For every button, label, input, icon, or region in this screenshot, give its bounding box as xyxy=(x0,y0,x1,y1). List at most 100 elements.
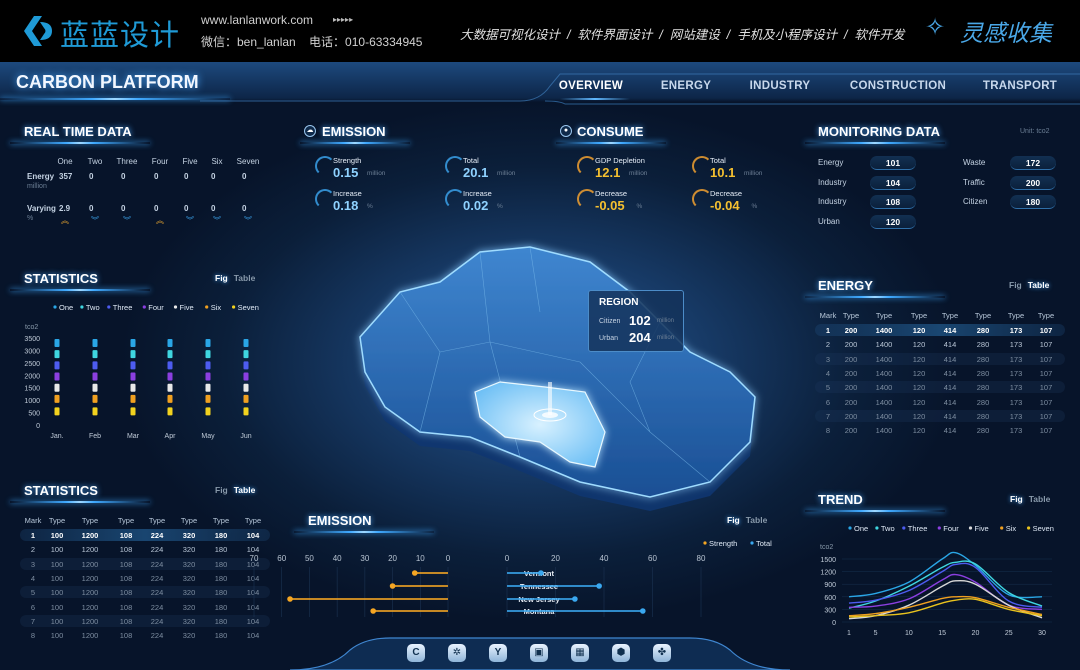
table-cell: 5 xyxy=(825,383,831,393)
monitor-label: Waste xyxy=(963,158,986,167)
clover-icon[interactable]: ✤ xyxy=(653,644,671,662)
y-axis-label: tco2 xyxy=(25,324,38,331)
x-tick-label: Mar xyxy=(127,433,140,440)
table-cell: 1200 xyxy=(81,531,99,540)
y-tick-label: 500 xyxy=(28,411,40,418)
kpi-unit: million xyxy=(497,170,516,177)
table-cell: 104 xyxy=(246,531,260,540)
table-cell: 1400 xyxy=(875,354,893,364)
active-nav-underline xyxy=(560,98,630,100)
table-cell: 1400 xyxy=(875,411,893,421)
legend-label: Seven xyxy=(238,303,259,312)
x-tick-label: Apr xyxy=(165,433,177,440)
bar-segment xyxy=(243,350,249,359)
kpi-value: 0.18 xyxy=(333,198,359,213)
table-cell: 280 xyxy=(976,411,990,421)
row-stripe xyxy=(815,381,1065,394)
table-cell: 120 xyxy=(912,326,926,335)
row-stripe xyxy=(20,557,270,570)
y-circle-icon[interactable]: Y xyxy=(489,644,507,662)
x-tick-label: 5 xyxy=(874,630,878,637)
nav-tab-energy[interactable]: ENERGY xyxy=(660,80,712,92)
bar-segment xyxy=(243,383,249,392)
kpi-value: 10.1 xyxy=(710,165,736,180)
monitor-label: Traffic xyxy=(963,177,985,187)
nav-tab-construction[interactable]: CONSTRUCTION xyxy=(849,80,947,92)
monitor-label: Energy xyxy=(818,158,844,167)
table-cell: 100 xyxy=(50,588,64,598)
table-cell: 108 xyxy=(119,531,133,540)
kpi-label: Increase xyxy=(463,189,492,198)
table-cell: 200 xyxy=(844,368,858,378)
table-cell: 7 xyxy=(30,616,36,626)
table-cell: 224 xyxy=(150,573,164,583)
table-tab[interactable]: Table xyxy=(745,515,768,525)
hexagon-icon[interactable]: ⬢ xyxy=(612,644,630,662)
x-tick-label: 0 xyxy=(446,554,451,563)
nav-tab-industry[interactable]: INDUSTRY xyxy=(749,80,811,92)
nav-tab-transport[interactable]: TRANSPORT xyxy=(982,80,1058,92)
billboard-icon[interactable]: ▦ xyxy=(571,644,589,662)
table-cell: 104 xyxy=(246,602,260,612)
bar-segment xyxy=(205,372,211,381)
arrows-decoration: ▸▸▸▸▸ xyxy=(333,15,354,24)
table-tab[interactable]: Table xyxy=(1028,494,1051,504)
bar-segment xyxy=(205,394,211,403)
table-cell: 200 xyxy=(844,340,858,350)
c-hexagon-icon[interactable]: C xyxy=(407,644,425,662)
varying-row-unit: % xyxy=(27,215,34,222)
statistics-table-title: STATISTICS xyxy=(24,483,98,498)
realtime-col-header: Two xyxy=(87,157,103,166)
fig-tab[interactable]: Fig xyxy=(215,273,228,283)
table-cell: 414 xyxy=(943,340,957,350)
statistics-table-toggle: Fig Table xyxy=(215,485,261,495)
region-map[interactable] xyxy=(330,232,780,522)
table-cell: 320 xyxy=(182,559,196,569)
kpi-unit: % xyxy=(367,203,373,210)
bar-segment xyxy=(54,394,60,403)
nav-tab-overview[interactable]: OVERVIEW xyxy=(558,80,624,92)
table-cell: 104 xyxy=(246,631,260,641)
table-cell: 224 xyxy=(150,545,164,555)
building-icon[interactable]: ▣ xyxy=(530,644,548,662)
table-tab[interactable]: Table xyxy=(233,485,256,495)
varying-value: 0 xyxy=(154,204,159,213)
table-cell: 1200 xyxy=(81,573,99,583)
x-tick-label: 10 xyxy=(905,630,913,637)
branding-bar: 蓝蓝设计 www.lanlanwork.com ▸▸▸▸▸ 微信：ben_lan… xyxy=(0,0,1080,62)
fig-tab[interactable]: Fig xyxy=(1009,280,1022,290)
table-header: Type xyxy=(212,516,230,525)
table-cell: 180 xyxy=(214,531,228,540)
row-stripe xyxy=(20,614,270,627)
table-cell: 414 xyxy=(943,383,957,393)
monitor-label: Citizen xyxy=(963,197,988,206)
table-cell: 173 xyxy=(1009,383,1023,393)
gear-icon[interactable]: ✲ xyxy=(448,644,466,662)
x-tick-label: 60 xyxy=(277,554,286,563)
fig-tab[interactable]: Fig xyxy=(215,485,228,495)
series-line-seven xyxy=(848,598,1043,618)
gauge-arc-icon xyxy=(445,189,465,209)
legend-dot xyxy=(968,526,973,530)
y-tick-label: 600 xyxy=(824,595,836,602)
table-tab[interactable]: Table xyxy=(233,273,256,283)
fig-tab[interactable]: Fig xyxy=(727,515,740,525)
emission-chart-title: EMISSION xyxy=(308,513,372,528)
bar-segment xyxy=(92,407,98,416)
chevron-up-icon: ︽ xyxy=(156,216,164,225)
varying-value: 0 xyxy=(211,204,216,213)
table-cell: 173 xyxy=(1009,368,1023,378)
website-link[interactable]: www.lanlanwork.com xyxy=(201,13,314,27)
x-tick-label: 20 xyxy=(551,554,560,563)
table-cell: 180 xyxy=(214,588,228,598)
x-tick-label: Jun xyxy=(240,433,251,440)
bar-segment xyxy=(54,383,60,392)
legend-label: Six xyxy=(1006,524,1017,533)
chevron-up-icon: ︽ xyxy=(61,216,69,225)
fig-tab[interactable]: Fig xyxy=(1010,494,1023,504)
bar-segment xyxy=(167,361,173,370)
legend-label: Two xyxy=(881,524,895,533)
table-tab[interactable]: Table xyxy=(1027,280,1050,290)
table-cell: 7 xyxy=(825,411,831,421)
bar-segment xyxy=(130,338,136,347)
